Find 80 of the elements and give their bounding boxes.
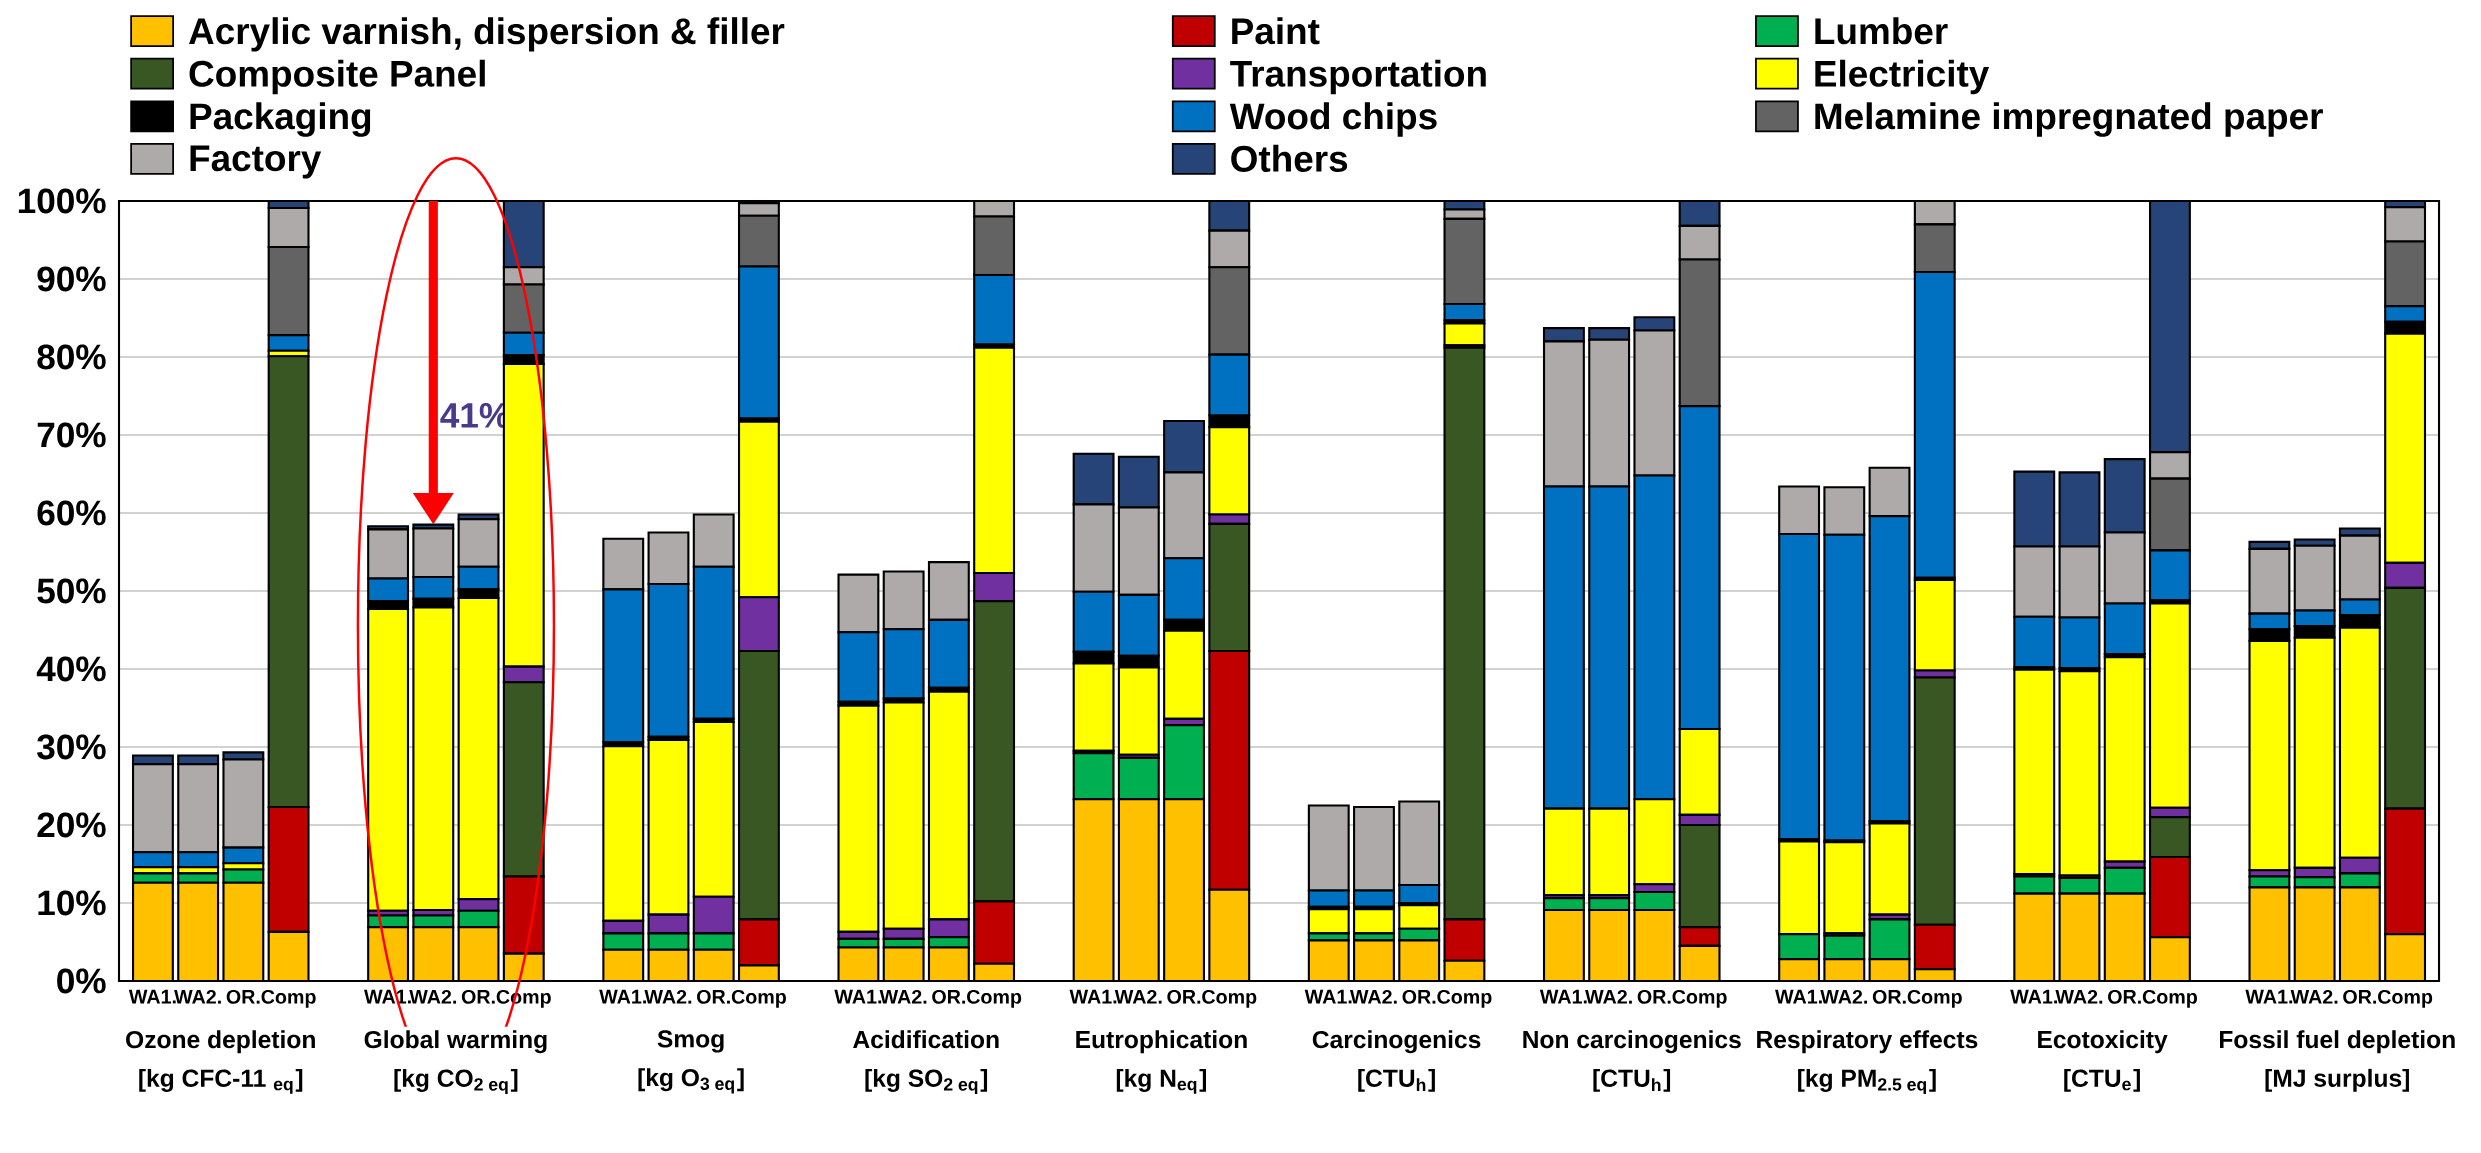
text: Global warming: [364, 1030, 547, 1054]
x-tick-label: WA2.: [409, 989, 457, 1004]
x-tick-label: Comp: [1672, 989, 1727, 1008]
x-tick-label: OR.: [226, 989, 260, 1004]
legend-label: Melamine impregnated paper: [1815, 102, 2323, 137]
x-tick-label: Comp: [1437, 989, 1492, 1008]
y-tick-label: 70%: [37, 422, 106, 448]
x-tick-label: OR.: [1872, 989, 1906, 1004]
text: [CTU$_{h}$]: [1358, 1068, 1435, 1092]
x-tick-label: OR.: [2343, 989, 2377, 1004]
legend-label: Wood chips: [1229, 102, 1437, 137]
text: Eutrophication: [1076, 1030, 1247, 1054]
y-tick-label: 40%: [36, 656, 106, 682]
x-tick-label: Comp: [731, 989, 786, 1008]
x-tick-label: WA1.: [2010, 989, 2057, 1004]
y-tick-label: 0%: [57, 968, 106, 994]
y-tick-label: 80%: [37, 344, 106, 370]
y-tick-label: 100%: [18, 188, 106, 214]
x-tick-label: WA1.: [1775, 989, 1822, 1004]
x-tick-label: Comp: [967, 989, 1022, 1008]
x-tick-label: OR.: [1637, 989, 1671, 1004]
text: [kg N$_{eq}$]: [1116, 1068, 1206, 1094]
x-tick-label: WA2.: [174, 989, 221, 1004]
x-tick-label: WA2.: [1114, 989, 1162, 1004]
text: [CTU$_{h}$]: [1593, 1068, 1671, 1092]
x-tick-label: OR.: [697, 989, 730, 1004]
y-tick-label: 30%: [37, 734, 106, 760]
x-tick-label: WA1.: [2245, 989, 2293, 1004]
x-tick-label: WA2.: [1349, 989, 1397, 1004]
x-tick-label: WA2.: [2290, 989, 2338, 1004]
text: [MJ surplus]: [2265, 1068, 2409, 1092]
x-tick-label: WA1.: [1304, 989, 1352, 1004]
x-tick-label: WA2.: [644, 989, 692, 1004]
x-tick-label: OR.: [461, 989, 495, 1004]
x-tick-label: WA1.: [1539, 989, 1587, 1004]
x-tick-label: OR.: [1402, 989, 1436, 1004]
legend-label: Transportation: [1230, 59, 1486, 95]
x-tick-label: OR.: [932, 989, 966, 1004]
legend-label: Electricity: [1815, 59, 1990, 95]
x-tick-label: Comp: [261, 989, 316, 1008]
text: Carcinogenics: [1312, 1030, 1481, 1054]
x-tick-label: WA1.: [599, 989, 646, 1004]
x-tick-label: WA2.: [2055, 989, 2103, 1004]
y-tick-label: 60%: [37, 500, 106, 526]
x-tick-label: WA2.: [879, 989, 927, 1004]
text: Non carcinogenics: [1523, 1030, 1741, 1054]
text: [kg SO$_{2 eq}$]: [865, 1068, 988, 1095]
text: [kg CFC-11 $_{eq}$]: [139, 1068, 303, 1094]
legend-label: Composite Panel: [189, 59, 485, 95]
y-tick-label: 50%: [37, 578, 106, 604]
text: Ozone depletion: [126, 1030, 315, 1054]
x-tick-label: Comp: [2378, 989, 2433, 1008]
text: Ecotoxicity: [2038, 1030, 2168, 1054]
x-tick-label: Comp: [1907, 989, 1962, 1008]
legend-label: Acrylic varnish, dispersion & filler: [189, 17, 785, 52]
x-tick-label: OR.: [1167, 989, 1201, 1004]
text: [kg CO$_{2 eq}$]: [394, 1068, 518, 1095]
y-tick-label: 90%: [37, 266, 106, 292]
x-tick-label: OR.: [2108, 989, 2141, 1004]
x-tick-label: WA1.: [128, 989, 176, 1004]
x-tick-label: WA1.: [1069, 989, 1117, 1004]
y-tick-label: 20%: [37, 812, 106, 838]
y-tick-label: 10%: [38, 890, 106, 916]
x-tick-label: Comp: [1202, 989, 1257, 1008]
legend-label: Factory: [190, 145, 322, 179]
legend-label: Others: [1231, 144, 1348, 172]
text: Respiratory effects: [1757, 1030, 1978, 1054]
text: Fossil fuel depletion: [2220, 1030, 2455, 1054]
legend-label: Packaging: [190, 102, 371, 137]
x-tick-label: Comp: [2142, 989, 2197, 1008]
x-tick-label: WA2.: [1820, 989, 1868, 1004]
text: Acidification: [853, 1030, 999, 1049]
x-tick-label: WA1.: [834, 989, 882, 1004]
legend-label: Lumber: [1815, 17, 1948, 45]
text: Smog: [657, 1030, 724, 1053]
text: [kg PM$_{2.5 eq}$]: [1798, 1068, 1936, 1095]
text: [kg O$_{3 eq}$]: [638, 1068, 744, 1094]
x-tick-label: WA2.: [1585, 989, 1632, 1004]
text: [CTU$_{e}$]: [2064, 1068, 2140, 1092]
legend-label: Paint: [1232, 17, 1320, 45]
